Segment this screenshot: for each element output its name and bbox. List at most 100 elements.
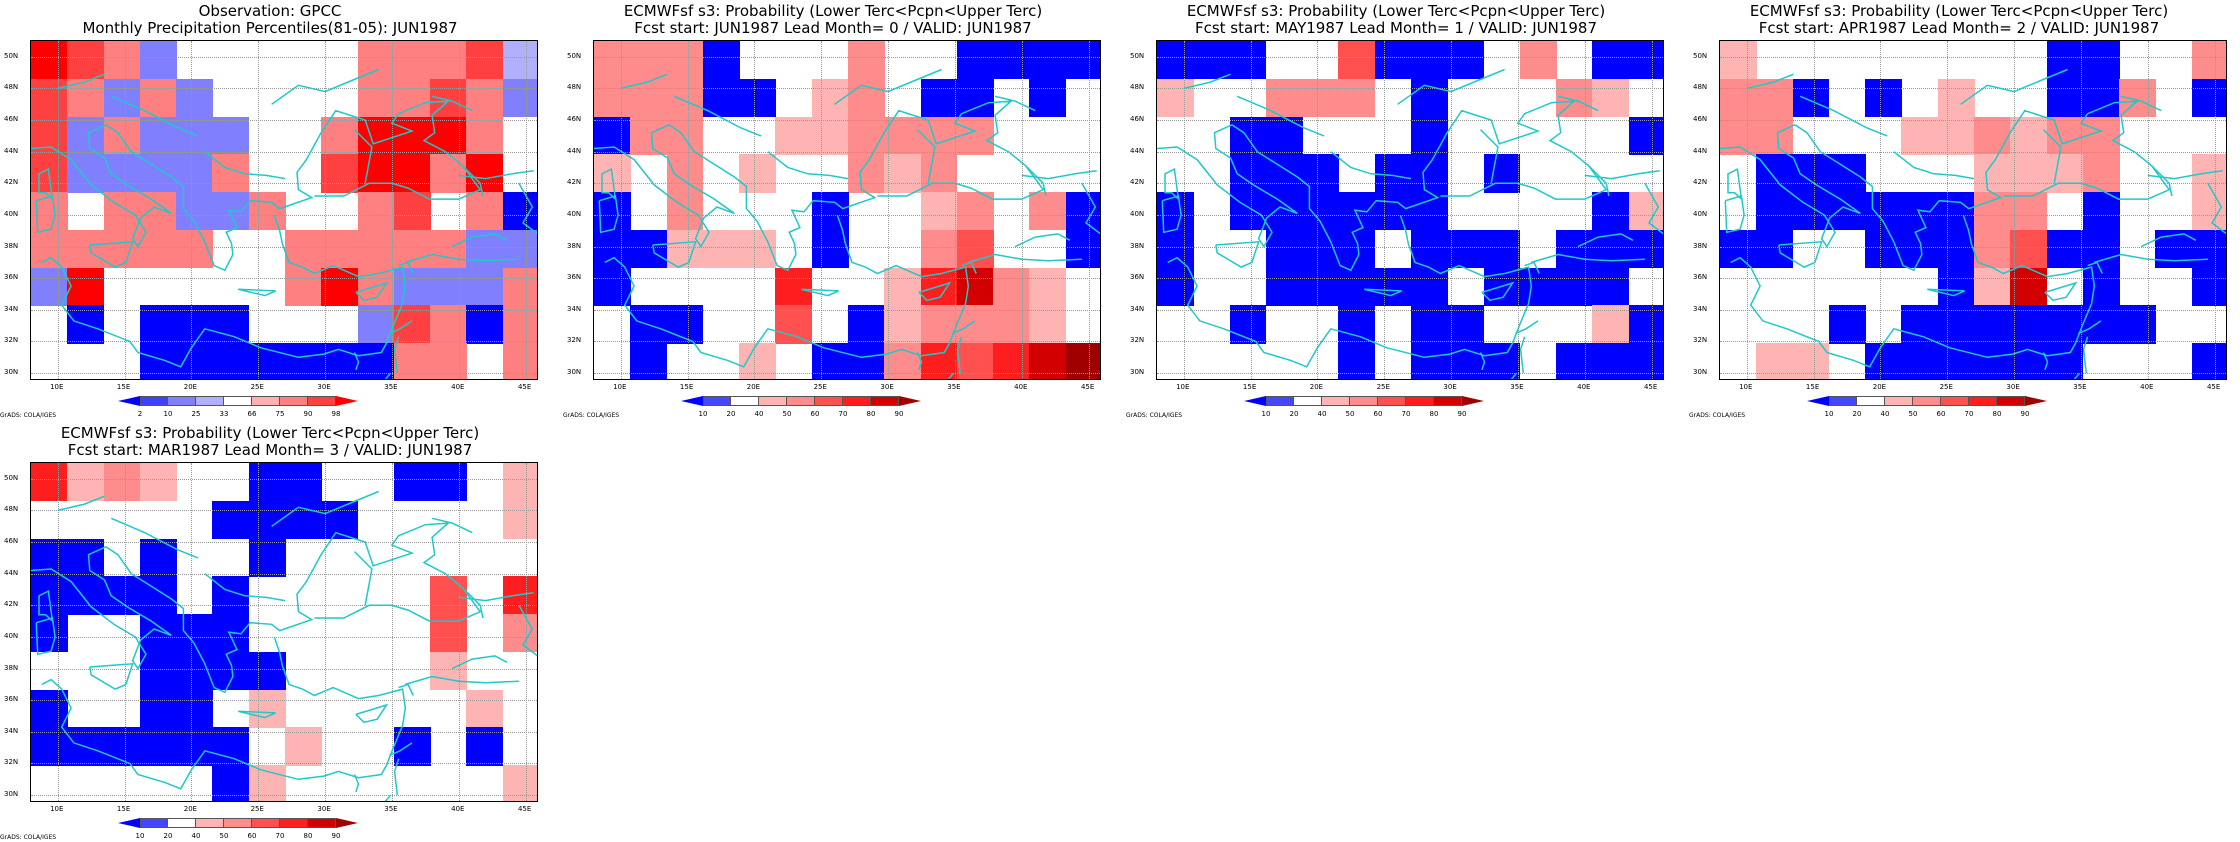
coastline xyxy=(601,167,617,200)
latitude-tick-label: 34N xyxy=(567,304,582,313)
coastline xyxy=(1746,73,1794,90)
coastline xyxy=(1081,182,1100,235)
grid-cell xyxy=(1519,267,1557,307)
coastline xyxy=(1720,124,1861,249)
longitude-tick-label: 35E xyxy=(947,383,961,391)
grid-cell xyxy=(1338,343,1376,379)
grid-cell xyxy=(285,343,322,379)
latitude-tick-label: 32N xyxy=(567,336,582,345)
grid-cell xyxy=(1029,343,1067,379)
grid-cell xyxy=(357,343,395,379)
longitude-gridline xyxy=(821,41,823,379)
latitude-gridline xyxy=(31,88,537,90)
colorbar-tick-label: 75 xyxy=(275,410,285,418)
grid-cell xyxy=(31,41,68,80)
coastline xyxy=(405,253,519,264)
grid-cell xyxy=(884,305,922,344)
latitude-gridline xyxy=(1720,278,2226,280)
grid-cell xyxy=(248,689,286,729)
grid-cell xyxy=(630,229,668,269)
grid-cell xyxy=(31,463,68,502)
colorbar-segment xyxy=(1378,396,1406,406)
coastline xyxy=(518,604,537,657)
grid-cell xyxy=(1974,267,2011,307)
grid-cell xyxy=(2046,229,2084,269)
grid-cell xyxy=(1720,41,1757,80)
colorbar-tick-label: 50 xyxy=(782,410,792,418)
longitude-gridline xyxy=(525,41,527,379)
grid-cell xyxy=(1065,343,1100,379)
coastline xyxy=(834,68,942,105)
grid-cell xyxy=(1411,116,1448,155)
grid-cell xyxy=(393,267,431,307)
latitude-gridline xyxy=(1720,120,2226,122)
grid-cell xyxy=(430,343,468,379)
panel-title-line1: ECMWFsf s3: Probability (Lower Terc<Pcpn… xyxy=(1749,2,2169,20)
grid-cell xyxy=(393,192,431,231)
grid-cell xyxy=(212,727,250,766)
colorbar-tick-label: 90 xyxy=(2020,410,2030,418)
latitude-tick-label: 44N xyxy=(1130,146,1145,155)
coastline xyxy=(1479,352,1486,371)
grid-cell xyxy=(139,343,177,379)
grid-cell xyxy=(393,41,431,80)
grid-cell xyxy=(1338,192,1376,231)
latitude-tick-label: 32N xyxy=(4,336,19,345)
coastline xyxy=(431,95,473,112)
coastline xyxy=(1960,68,2068,105)
latitude-tick-label: 44N xyxy=(4,146,19,155)
grid-cell xyxy=(1157,267,1194,307)
latitude-tick-label: 42N xyxy=(1693,178,1708,187)
panel-title-line2: Fcst start: JUN1987 Lead Month= 0 / VALI… xyxy=(634,19,1032,37)
coastline xyxy=(1799,95,1888,137)
colorbar-segment xyxy=(168,396,196,406)
grid-cell xyxy=(103,116,141,155)
grid-cell xyxy=(1720,78,1757,118)
latitude-gridline xyxy=(594,341,1100,343)
grid-cell xyxy=(1792,78,1830,118)
grid-cell xyxy=(430,267,468,307)
longitude-gridline xyxy=(1088,41,1090,379)
colorbar-tick-label: 90 xyxy=(894,410,904,418)
grid-cell xyxy=(1592,305,1630,344)
map-panel: Observation: GPCC Monthly Precipitation P… xyxy=(0,0,540,420)
grid-cell xyxy=(1556,267,1594,307)
longitude-gridline xyxy=(458,463,460,801)
longitude-gridline xyxy=(1651,41,1653,379)
grid-cell xyxy=(1411,78,1448,118)
grid-cell xyxy=(103,463,141,502)
grid-cell xyxy=(139,229,177,269)
coastline xyxy=(1514,320,1539,335)
grid-cell xyxy=(67,538,105,577)
grid-cell xyxy=(502,305,537,344)
longitude-gridline xyxy=(124,41,126,379)
coastline xyxy=(384,372,392,379)
colorbar-tick-label: 90 xyxy=(331,832,341,840)
latitude-tick-label: 50N xyxy=(1693,51,1708,60)
grid-cell xyxy=(1974,343,2011,379)
grid-cell xyxy=(956,343,994,379)
latitude-tick-label: 46N xyxy=(4,115,19,124)
coastline xyxy=(451,233,508,248)
latitude-tick-label: 50N xyxy=(567,51,582,60)
latitude-tick-label: 44N xyxy=(1693,146,1708,155)
coastline xyxy=(916,352,923,371)
coastline xyxy=(462,165,484,197)
colorbar-tick-label: 10 xyxy=(698,410,708,418)
colorbar-max-arrow xyxy=(1462,396,1484,406)
coastline xyxy=(1215,240,1260,268)
grid-cell xyxy=(466,154,504,193)
grid-cell xyxy=(811,229,849,269)
coastline xyxy=(1524,261,1540,274)
longitude-gridline xyxy=(1250,41,1252,379)
grid-cell xyxy=(466,41,504,80)
grid-cell xyxy=(920,78,958,118)
latitude-tick-label: 46N xyxy=(4,537,19,546)
grid-cell xyxy=(466,305,504,344)
colorbar-tick-label: 70 xyxy=(1401,410,1411,418)
coastline xyxy=(57,495,105,512)
grid-cell xyxy=(393,343,431,379)
grid-cell xyxy=(1447,41,1485,80)
grid-cell xyxy=(630,343,668,379)
grid-cell xyxy=(1901,192,1939,231)
